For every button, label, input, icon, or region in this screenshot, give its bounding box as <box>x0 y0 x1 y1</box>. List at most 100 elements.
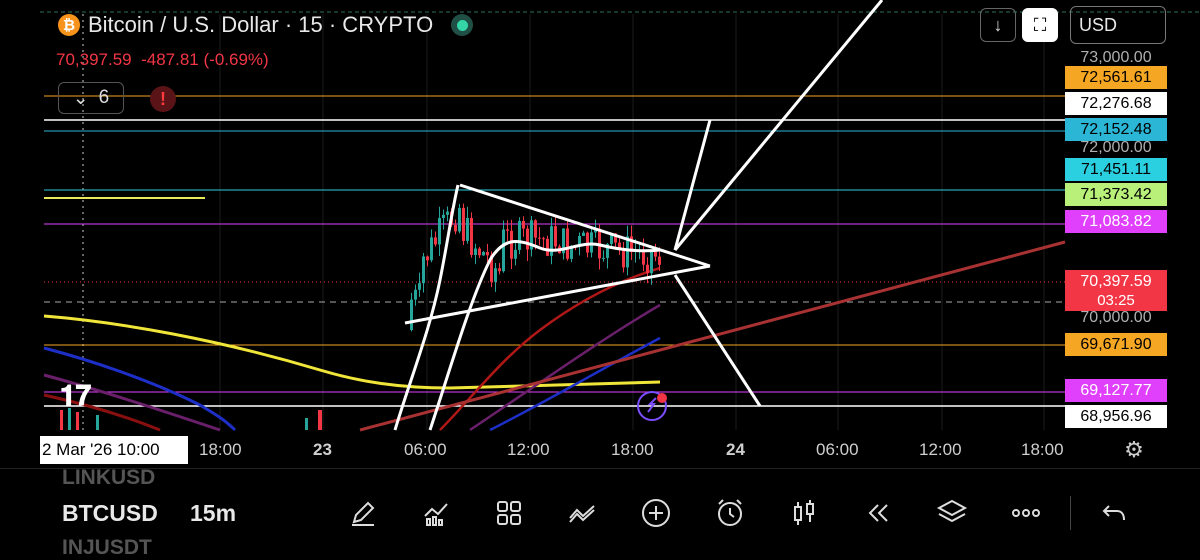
candle-body <box>478 248 481 256</box>
time-axis-label: 18:00 <box>199 440 242 459</box>
price-axis-label: 73,000.00 <box>1080 49 1152 66</box>
candle-body <box>474 248 477 255</box>
layers-icon[interactable] <box>934 495 970 531</box>
fullscreen-icon: ⛶ <box>1033 14 1047 35</box>
candle-body <box>554 226 557 247</box>
replay-icon[interactable] <box>860 495 896 531</box>
indicators-toggle-button[interactable]: ⌄ 6 <box>58 82 124 114</box>
fullscreen-button[interactable]: ⛶ <box>1022 8 1058 42</box>
candle-body <box>622 248 625 268</box>
candle-body <box>426 256 429 261</box>
candle-body <box>630 236 633 252</box>
bitcoin-icon: ₿ <box>58 14 80 36</box>
candle-body <box>514 249 517 259</box>
interval-button[interactable]: 15m <box>190 500 237 526</box>
arrow-down-icon: ↓ <box>993 14 1003 35</box>
symbol-header[interactable]: ₿ Bitcoin / U.S. Dollar · 15 · CRYPTO <box>58 12 474 38</box>
current-symbol[interactable]: BTCUSD <box>62 500 158 526</box>
candle-body <box>646 264 649 274</box>
candle-body <box>534 220 537 238</box>
time-axis-label: 06:00 <box>816 440 859 459</box>
price-axis-label: 03:25 <box>1065 291 1167 311</box>
bottom-toolbar <box>0 468 1200 555</box>
time-axis-label: 24 <box>726 440 745 459</box>
scroll-down-button[interactable]: ↓ <box>980 8 1016 42</box>
price-axis-label: 71,373.42 <box>1065 183 1167 206</box>
candle-body <box>658 256 661 265</box>
candle-body <box>566 228 569 259</box>
candle-body <box>542 238 545 240</box>
candle-body <box>482 252 485 256</box>
candle-body <box>610 233 613 244</box>
candles-icon[interactable] <box>786 495 822 531</box>
candle-body <box>462 207 465 241</box>
symbol-list-next[interactable]: INJUSDT <box>62 536 152 559</box>
price-change-line: 70,397.59 -487.81 (-0.69%) <box>56 50 269 70</box>
price-change: -487.81 <box>141 50 199 69</box>
candle-body <box>434 237 437 245</box>
candle-body <box>486 252 489 256</box>
market-status-icon <box>451 14 474 36</box>
candle-body <box>454 224 457 232</box>
gear-icon[interactable]: ⚙ <box>1124 437 1144 462</box>
candle-body <box>422 256 425 284</box>
candle-body <box>642 249 645 265</box>
candle-body <box>490 255 493 282</box>
price-axis-label: 72,152.48 <box>1065 118 1167 141</box>
time-axis-label: 12:00 <box>919 440 962 459</box>
chevron-down-icon: ⌄ <box>72 87 89 109</box>
price-axis-label: 70,397.59 <box>1065 270 1167 293</box>
candle-body <box>466 217 469 241</box>
price-axis-label: 71,083.82 <box>1065 210 1167 233</box>
candle-body <box>626 236 629 268</box>
alarm-icon[interactable] <box>712 495 748 531</box>
candle-body <box>414 289 417 300</box>
symbol-title: Bitcoin / U.S. Dollar · 15 · CRYPTO <box>88 12 434 37</box>
candle-body <box>570 245 573 259</box>
candle-body <box>590 232 593 253</box>
candle-body <box>530 220 533 250</box>
warning-icon[interactable]: ! <box>150 86 176 112</box>
candle-body <box>538 237 541 239</box>
crosshair-date-label: 2 Mar '26 10:00 <box>40 436 188 464</box>
pencil-icon[interactable] <box>345 495 381 531</box>
candle-body <box>650 251 653 274</box>
candle-body <box>430 237 433 261</box>
candle-body <box>654 251 657 257</box>
tradingview-logo: 𝟏𝟕 <box>60 380 92 411</box>
grid-icon[interactable] <box>491 495 527 531</box>
last-price: 70,397.59 <box>56 50 132 69</box>
candle-body <box>418 283 421 290</box>
horizontal-levels <box>44 95 1065 407</box>
undo-icon[interactable] <box>1096 495 1132 531</box>
indicators-icon[interactable] <box>418 495 454 531</box>
trend-drawings <box>393 0 884 431</box>
time-axis-label: 06:00 <box>404 440 447 459</box>
candle-body <box>470 217 473 255</box>
currency-select[interactable]: USD <box>1070 6 1166 44</box>
candle-body <box>438 218 441 245</box>
candle-body <box>442 214 445 219</box>
price-axis-label: 72,000.00 <box>1080 139 1152 156</box>
drawing-icon[interactable] <box>564 495 600 531</box>
candle-body <box>510 230 513 259</box>
symbol-list-prev[interactable]: LINKUSD <box>62 466 156 489</box>
candle-body <box>526 228 529 250</box>
time-axis-label: 12:00 <box>507 440 550 459</box>
candle-body <box>498 268 501 272</box>
candle-body <box>410 299 413 330</box>
time-axis-label: 23 <box>313 440 332 459</box>
time-axis-label: 18:00 <box>1021 440 1064 459</box>
candle-body <box>546 238 549 256</box>
price-axis-label: 69,671.90 <box>1065 333 1167 356</box>
price-axis-label: 69,127.77 <box>1065 379 1167 402</box>
add-icon[interactable] <box>638 495 674 531</box>
candle-body <box>458 207 461 232</box>
more-icon[interactable] <box>1008 495 1044 531</box>
candle-body <box>578 236 581 246</box>
price-axis-label: 68,956.96 <box>1065 405 1167 428</box>
candle-body <box>614 233 617 243</box>
candle-body <box>562 228 565 254</box>
candle-body <box>502 229 505 272</box>
